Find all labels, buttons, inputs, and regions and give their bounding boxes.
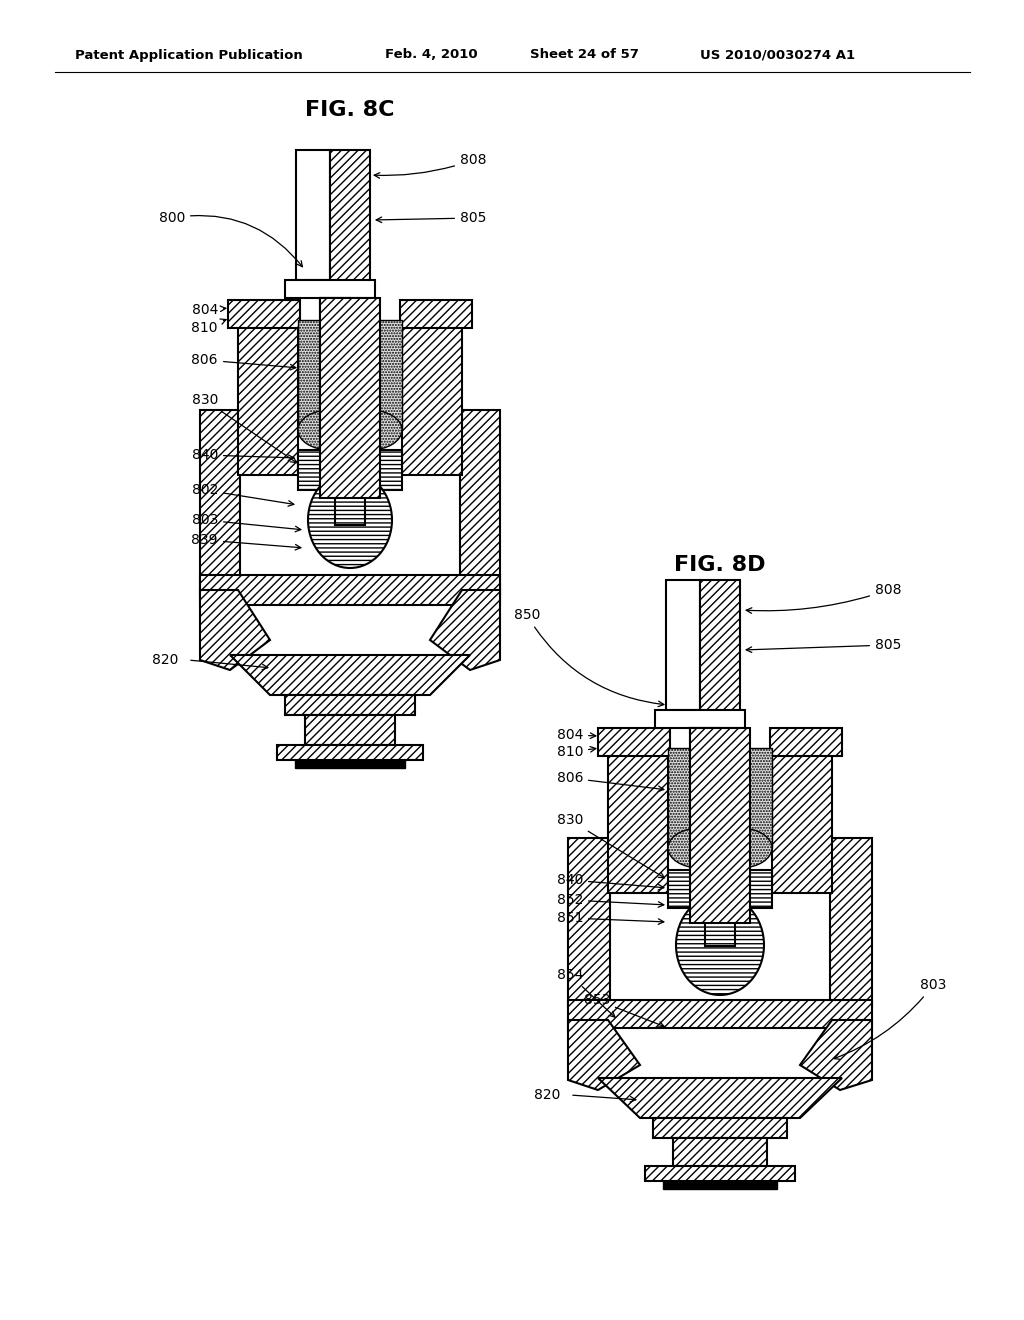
Text: FIG. 8C: FIG. 8C — [305, 100, 394, 120]
Ellipse shape — [298, 411, 362, 450]
Text: 808: 808 — [374, 153, 486, 178]
Bar — [330, 150, 370, 294]
Bar — [690, 729, 750, 923]
Bar — [285, 280, 375, 298]
Text: 830: 830 — [557, 813, 665, 878]
Text: 850: 850 — [514, 609, 664, 706]
Text: 853: 853 — [584, 993, 665, 1027]
Bar — [772, 748, 831, 894]
Text: 820: 820 — [152, 653, 178, 667]
Text: 800: 800 — [159, 211, 302, 267]
Text: 802: 802 — [191, 483, 294, 506]
Bar — [298, 319, 362, 430]
Bar — [700, 579, 740, 725]
Bar — [653, 1118, 787, 1138]
Bar — [295, 760, 406, 768]
Bar — [298, 450, 402, 490]
Ellipse shape — [708, 828, 772, 869]
Polygon shape — [230, 655, 470, 696]
Bar — [400, 300, 472, 327]
Bar — [668, 870, 772, 908]
Text: 840: 840 — [191, 447, 294, 462]
Bar — [666, 579, 700, 710]
Bar — [319, 298, 350, 319]
Bar — [238, 319, 298, 475]
Bar — [338, 319, 402, 430]
Text: 840: 840 — [557, 873, 664, 890]
Bar — [830, 838, 872, 1008]
Bar — [705, 908, 735, 946]
Polygon shape — [430, 590, 500, 671]
Bar — [278, 744, 423, 760]
Bar — [402, 319, 462, 475]
Bar — [305, 715, 395, 744]
Text: FIG. 8D: FIG. 8D — [674, 554, 766, 576]
Bar — [663, 1181, 777, 1189]
Bar — [568, 838, 610, 1008]
Text: Feb. 4, 2010: Feb. 4, 2010 — [385, 49, 477, 62]
Ellipse shape — [338, 411, 402, 450]
Text: 806: 806 — [556, 771, 664, 792]
Text: 854: 854 — [557, 968, 615, 1018]
Polygon shape — [200, 590, 270, 671]
Bar — [335, 490, 365, 525]
Text: 851: 851 — [556, 911, 664, 925]
Text: 804: 804 — [191, 304, 226, 317]
Bar — [645, 1166, 795, 1181]
Text: US 2010/0030274 A1: US 2010/0030274 A1 — [700, 49, 855, 62]
Text: 803: 803 — [191, 513, 301, 532]
Bar — [598, 729, 670, 756]
Ellipse shape — [668, 828, 732, 869]
Text: 806: 806 — [191, 352, 296, 370]
Bar — [708, 748, 772, 847]
Text: 810: 810 — [191, 319, 226, 335]
Bar — [673, 1138, 767, 1166]
Polygon shape — [598, 1078, 842, 1118]
Bar — [608, 748, 668, 894]
Bar — [285, 696, 415, 715]
Text: Sheet 24 of 57: Sheet 24 of 57 — [530, 49, 639, 62]
Bar — [200, 411, 240, 595]
Polygon shape — [800, 1020, 872, 1090]
Text: 804: 804 — [557, 729, 596, 742]
Bar — [568, 1001, 872, 1028]
Text: 852: 852 — [557, 894, 664, 907]
Text: 805: 805 — [746, 638, 901, 652]
Text: 830: 830 — [191, 393, 297, 462]
Text: 808: 808 — [746, 583, 901, 614]
Bar — [770, 729, 842, 756]
Bar — [655, 710, 745, 729]
Text: 810: 810 — [556, 744, 596, 759]
Bar — [460, 411, 500, 595]
Bar — [200, 576, 500, 605]
Text: 805: 805 — [376, 211, 486, 224]
Text: 820: 820 — [534, 1088, 560, 1102]
Bar — [668, 748, 732, 847]
Polygon shape — [568, 1020, 640, 1090]
Bar — [296, 150, 330, 280]
Bar — [690, 729, 720, 748]
Ellipse shape — [676, 895, 764, 995]
Text: 803: 803 — [834, 978, 946, 1060]
Ellipse shape — [308, 473, 392, 568]
Text: Patent Application Publication: Patent Application Publication — [75, 49, 303, 62]
Bar — [228, 300, 300, 327]
Text: 839: 839 — [191, 533, 301, 550]
Bar — [319, 298, 380, 498]
